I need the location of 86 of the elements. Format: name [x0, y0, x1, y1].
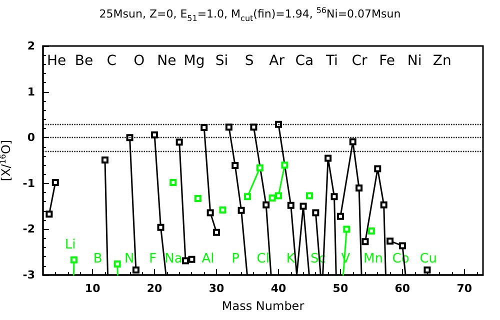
annotation: N	[124, 252, 134, 266]
point	[232, 162, 239, 170]
annotation: S	[244, 53, 254, 69]
point	[312, 209, 320, 216]
point	[386, 238, 394, 245]
x-tick-label: 40	[270, 282, 286, 295]
annotation: Be	[74, 53, 94, 69]
point	[281, 162, 288, 169]
point	[368, 228, 375, 235]
point	[238, 206, 245, 214]
annotation: C	[106, 53, 117, 69]
point	[52, 178, 59, 186]
x-tick-label: 10	[84, 282, 101, 295]
y-tick-label: -3	[22, 268, 35, 282]
point	[151, 131, 158, 138]
point	[188, 256, 196, 263]
point	[132, 266, 140, 274]
point	[213, 228, 220, 236]
point	[170, 178, 177, 186]
x-tick-label: 60	[394, 282, 410, 295]
point	[114, 260, 121, 268]
annotation: Ca	[295, 53, 314, 69]
y-tick-label: 0	[27, 131, 36, 144]
point	[176, 138, 183, 146]
annotation: Ti	[324, 53, 338, 69]
point	[250, 124, 258, 131]
annotation: P	[232, 252, 240, 266]
point	[194, 195, 202, 202]
x-tick-label: 20	[146, 282, 163, 295]
point	[46, 210, 53, 218]
point	[362, 238, 369, 246]
point	[262, 201, 270, 208]
point	[324, 154, 332, 162]
point	[101, 156, 108, 164]
x-tick-label: 70	[456, 282, 472, 295]
annotation: Cl	[256, 252, 270, 266]
annotation: K	[286, 252, 296, 266]
point	[380, 201, 388, 208]
y-tick-label: -2	[22, 222, 35, 236]
annotation: F	[149, 252, 157, 266]
point	[336, 212, 344, 220]
point	[287, 202, 294, 209]
annotation: B	[93, 252, 102, 266]
point	[182, 257, 190, 264]
annotation: O	[134, 53, 145, 69]
point	[424, 266, 431, 274]
point	[157, 224, 164, 231]
y-tick-label: 1	[27, 85, 35, 98]
annotation: Si	[215, 53, 228, 69]
point	[200, 124, 208, 132]
annotation: Zn	[432, 53, 452, 69]
point	[219, 206, 226, 214]
annotation: Ni	[407, 53, 422, 69]
annotation: Mn	[364, 252, 383, 266]
point	[206, 209, 214, 216]
y-tick-label: -1	[22, 176, 35, 190]
y-tick-label: 2	[27, 40, 35, 52]
annotation: Fe	[379, 53, 395, 69]
chart-title: 25Msun, Z=0, E$_{51}$=1.0, M$_{cut}$(fin)=1.94, $^{56}$Ni=0.07Msun	[98, 6, 402, 23]
annotation: Li	[64, 238, 76, 252]
point	[343, 226, 350, 233]
point	[244, 193, 252, 200]
point	[256, 164, 264, 172]
point	[398, 242, 406, 250]
x-axis-title: Mass Number	[222, 299, 304, 313]
point	[349, 138, 356, 146]
point	[126, 134, 134, 142]
point	[70, 256, 78, 264]
point	[268, 194, 276, 202]
point	[300, 202, 307, 210]
point	[374, 165, 382, 172]
annotation: Ne	[157, 53, 176, 69]
annotation: Ar	[269, 53, 285, 69]
annotation: He	[46, 53, 66, 69]
annotation: Na	[164, 252, 182, 266]
point	[225, 124, 232, 131]
x-tick-label: 30	[208, 282, 225, 295]
point	[356, 184, 363, 192]
annotation: Cu	[420, 252, 438, 266]
annotation: Al	[202, 252, 214, 266]
annotation: Mg	[184, 53, 205, 69]
x-tick-label: 50	[332, 282, 348, 295]
point	[330, 193, 338, 200]
annotation: Cr	[352, 53, 368, 69]
point	[274, 192, 282, 200]
point	[306, 192, 313, 200]
